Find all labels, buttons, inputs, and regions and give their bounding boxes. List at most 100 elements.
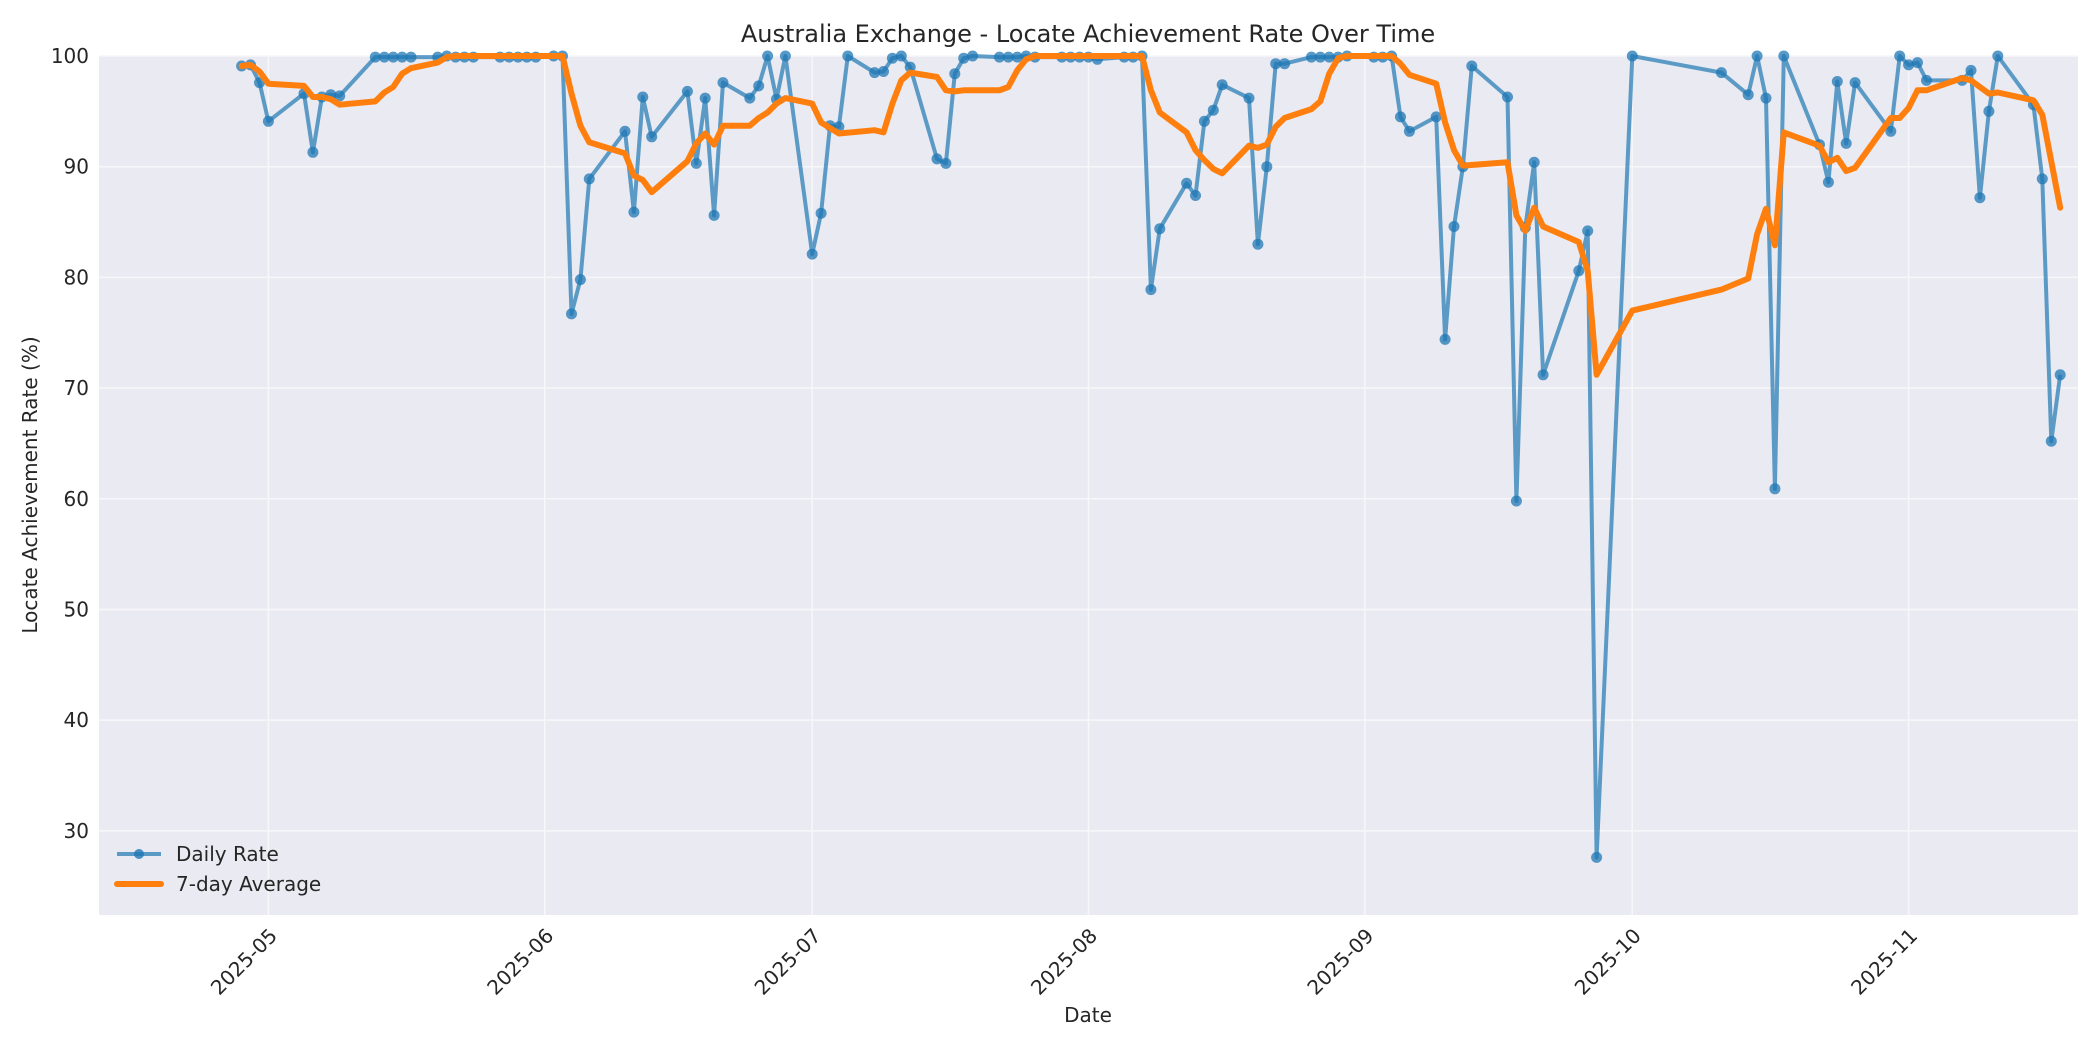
data-point <box>1011 51 1023 63</box>
data-point <box>762 50 774 62</box>
data-point <box>1537 369 1549 381</box>
data-point <box>405 51 417 63</box>
data-point <box>931 153 943 165</box>
data-point <box>1769 483 1781 495</box>
data-point <box>699 92 711 104</box>
data-point <box>2045 435 2057 447</box>
data-point <box>1216 79 1228 91</box>
x-tick-label: 2025-06 <box>482 924 558 1000</box>
legend-daily-label: Daily Rate <box>176 842 279 866</box>
data-point <box>378 51 390 63</box>
data-point <box>1965 64 1977 76</box>
data-point <box>904 61 916 73</box>
data-point <box>1145 284 1157 296</box>
data-point <box>1181 177 1193 189</box>
data-point <box>1502 91 1513 103</box>
data-point <box>1279 58 1291 70</box>
y-tick-label: 70 <box>64 376 89 400</box>
data-point <box>1252 238 1264 250</box>
data-point <box>619 125 631 137</box>
data-point <box>396 51 408 63</box>
data-point <box>744 92 756 104</box>
chart-title: Australia Exchange - Locate Achievement … <box>741 20 1435 48</box>
y-tick-label: 40 <box>64 708 89 732</box>
data-point <box>1849 77 1861 89</box>
data-point <box>753 80 765 92</box>
data-point <box>574 274 586 286</box>
y-tick-label: 80 <box>64 265 89 289</box>
data-point <box>1992 50 2004 62</box>
data-point <box>387 51 399 63</box>
x-tick-label: 2025-07 <box>750 924 826 1000</box>
data-point <box>815 207 827 219</box>
data-point <box>842 50 854 62</box>
x-axis-label: Date <box>1064 1003 1112 1027</box>
data-point <box>566 308 577 320</box>
y-axis-ticks: 30 40 50 60 70 80 90 100 <box>51 44 89 843</box>
data-point <box>1395 111 1406 123</box>
data-point <box>1921 74 1932 86</box>
data-point <box>628 206 640 218</box>
data-point <box>1466 60 1478 72</box>
data-point <box>1983 105 1995 117</box>
data-point <box>1439 333 1451 345</box>
y-tick-label: 100 <box>51 44 89 68</box>
data-point <box>949 68 961 80</box>
data-point <box>1261 161 1273 173</box>
x-tick-label: 2025-09 <box>1302 924 1378 1000</box>
data-point <box>1528 156 1540 168</box>
data-point <box>583 173 595 185</box>
legend-daily-marker-icon <box>134 849 144 859</box>
data-point <box>1903 59 1915 71</box>
data-point <box>1154 223 1166 235</box>
data-point <box>1314 51 1326 63</box>
data-point <box>779 50 791 62</box>
x-tick-label: 2025-05 <box>206 924 282 1000</box>
data-point <box>1894 50 1906 62</box>
data-point <box>307 146 319 158</box>
data-point <box>1198 115 1210 127</box>
data-point <box>886 52 898 64</box>
data-point <box>878 66 889 77</box>
data-point <box>895 50 907 62</box>
data-point <box>1510 495 1522 507</box>
series-layer <box>236 50 2066 863</box>
data-point <box>1270 58 1282 70</box>
data-point <box>1885 125 1897 137</box>
data-point <box>1715 67 1727 79</box>
data-point <box>1626 50 1638 62</box>
data-point <box>1760 92 1772 104</box>
data-point <box>1002 51 1014 63</box>
data-point <box>717 77 729 89</box>
data-point <box>1742 89 1754 101</box>
data-point <box>967 50 979 62</box>
data-point <box>1778 50 1790 62</box>
x-tick-label: 2025-11 <box>1846 924 1922 1000</box>
data-point <box>1430 111 1442 123</box>
data-point <box>1573 265 1585 277</box>
data-point <box>1974 192 1986 204</box>
data-point <box>806 248 818 260</box>
data-point <box>993 51 1005 63</box>
data-point <box>940 157 952 169</box>
data-point <box>1403 125 1415 137</box>
data-point <box>681 85 693 97</box>
data-point <box>1305 51 1317 63</box>
data-point <box>1831 76 1843 87</box>
data-point <box>1243 92 1255 104</box>
data-point <box>1751 50 1763 62</box>
legend-average-label: 7-day Average <box>176 872 321 896</box>
data-point <box>369 51 381 63</box>
data-point <box>1840 137 1852 149</box>
x-tick-label: 2025-08 <box>1026 924 1102 1000</box>
data-point <box>1190 190 1201 201</box>
y-axis-label: Locate Achievement Rate (%) <box>18 336 42 633</box>
x-tick-label: 2025-10 <box>1570 924 1646 1000</box>
y-tick-label: 60 <box>64 487 89 511</box>
y-tick-label: 30 <box>64 819 89 843</box>
data-point <box>690 157 702 169</box>
data-point <box>1448 221 1460 232</box>
data-point <box>2054 369 2066 381</box>
data-point <box>958 52 970 64</box>
data-point <box>334 90 346 102</box>
